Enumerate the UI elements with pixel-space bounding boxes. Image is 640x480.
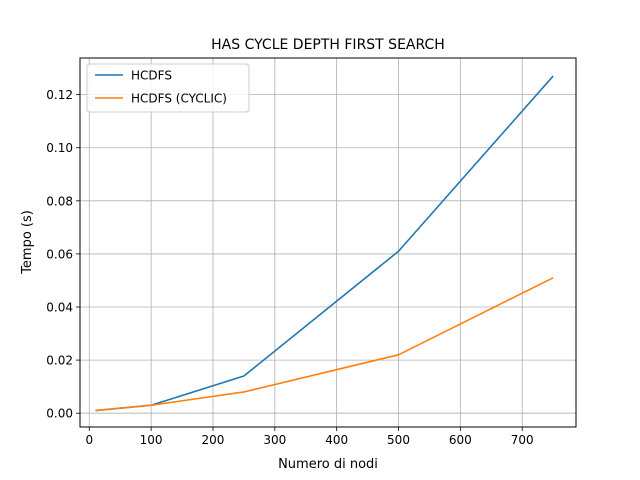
- y-tick-label: 0.02: [46, 354, 73, 368]
- y-tick-label: 0.06: [46, 247, 73, 261]
- legend-label-hcdfs-cyclic: HCDFS (CYCLIC): [131, 92, 227, 106]
- legend: HCDFS HCDFS (CYCLIC): [86, 63, 250, 113]
- x-axis-label: Numero di nodi: [278, 457, 378, 472]
- chart-title: HAS CYCLE DEPTH FIRST SEARCH: [211, 37, 445, 53]
- axis-ticks: 0 100 200 300 400 500 600 700 0.00 0.02 0.04 0.06 0.…: [46, 88, 533, 447]
- x-tick-label: 500: [387, 433, 410, 447]
- series-line-hcdfs-cyclic: [95, 277, 554, 412]
- x-tick-label: 600: [449, 433, 472, 447]
- y-axis-label: Tempo (s): [20, 210, 35, 275]
- x-tick-label: 0: [85, 433, 93, 447]
- x-tick-label: 200: [202, 433, 225, 447]
- y-tick-label: 0.00: [46, 407, 73, 421]
- y-tick-label: 0.08: [46, 194, 73, 208]
- x-tick-label: 400: [325, 433, 348, 447]
- y-tick-label: 0.10: [46, 141, 73, 155]
- y-tick-label: 0.12: [46, 88, 73, 102]
- series-lines: [95, 75, 554, 412]
- x-tick-label: 100: [140, 433, 163, 447]
- plot-area-frame: [79, 57, 577, 428]
- legend-label-hcdfs: HCDFS: [131, 69, 172, 83]
- x-tick-label: 700: [511, 433, 534, 447]
- y-tick-label: 0.04: [46, 301, 73, 315]
- legend-box: [86, 63, 250, 113]
- x-tick-label: 300: [263, 433, 286, 447]
